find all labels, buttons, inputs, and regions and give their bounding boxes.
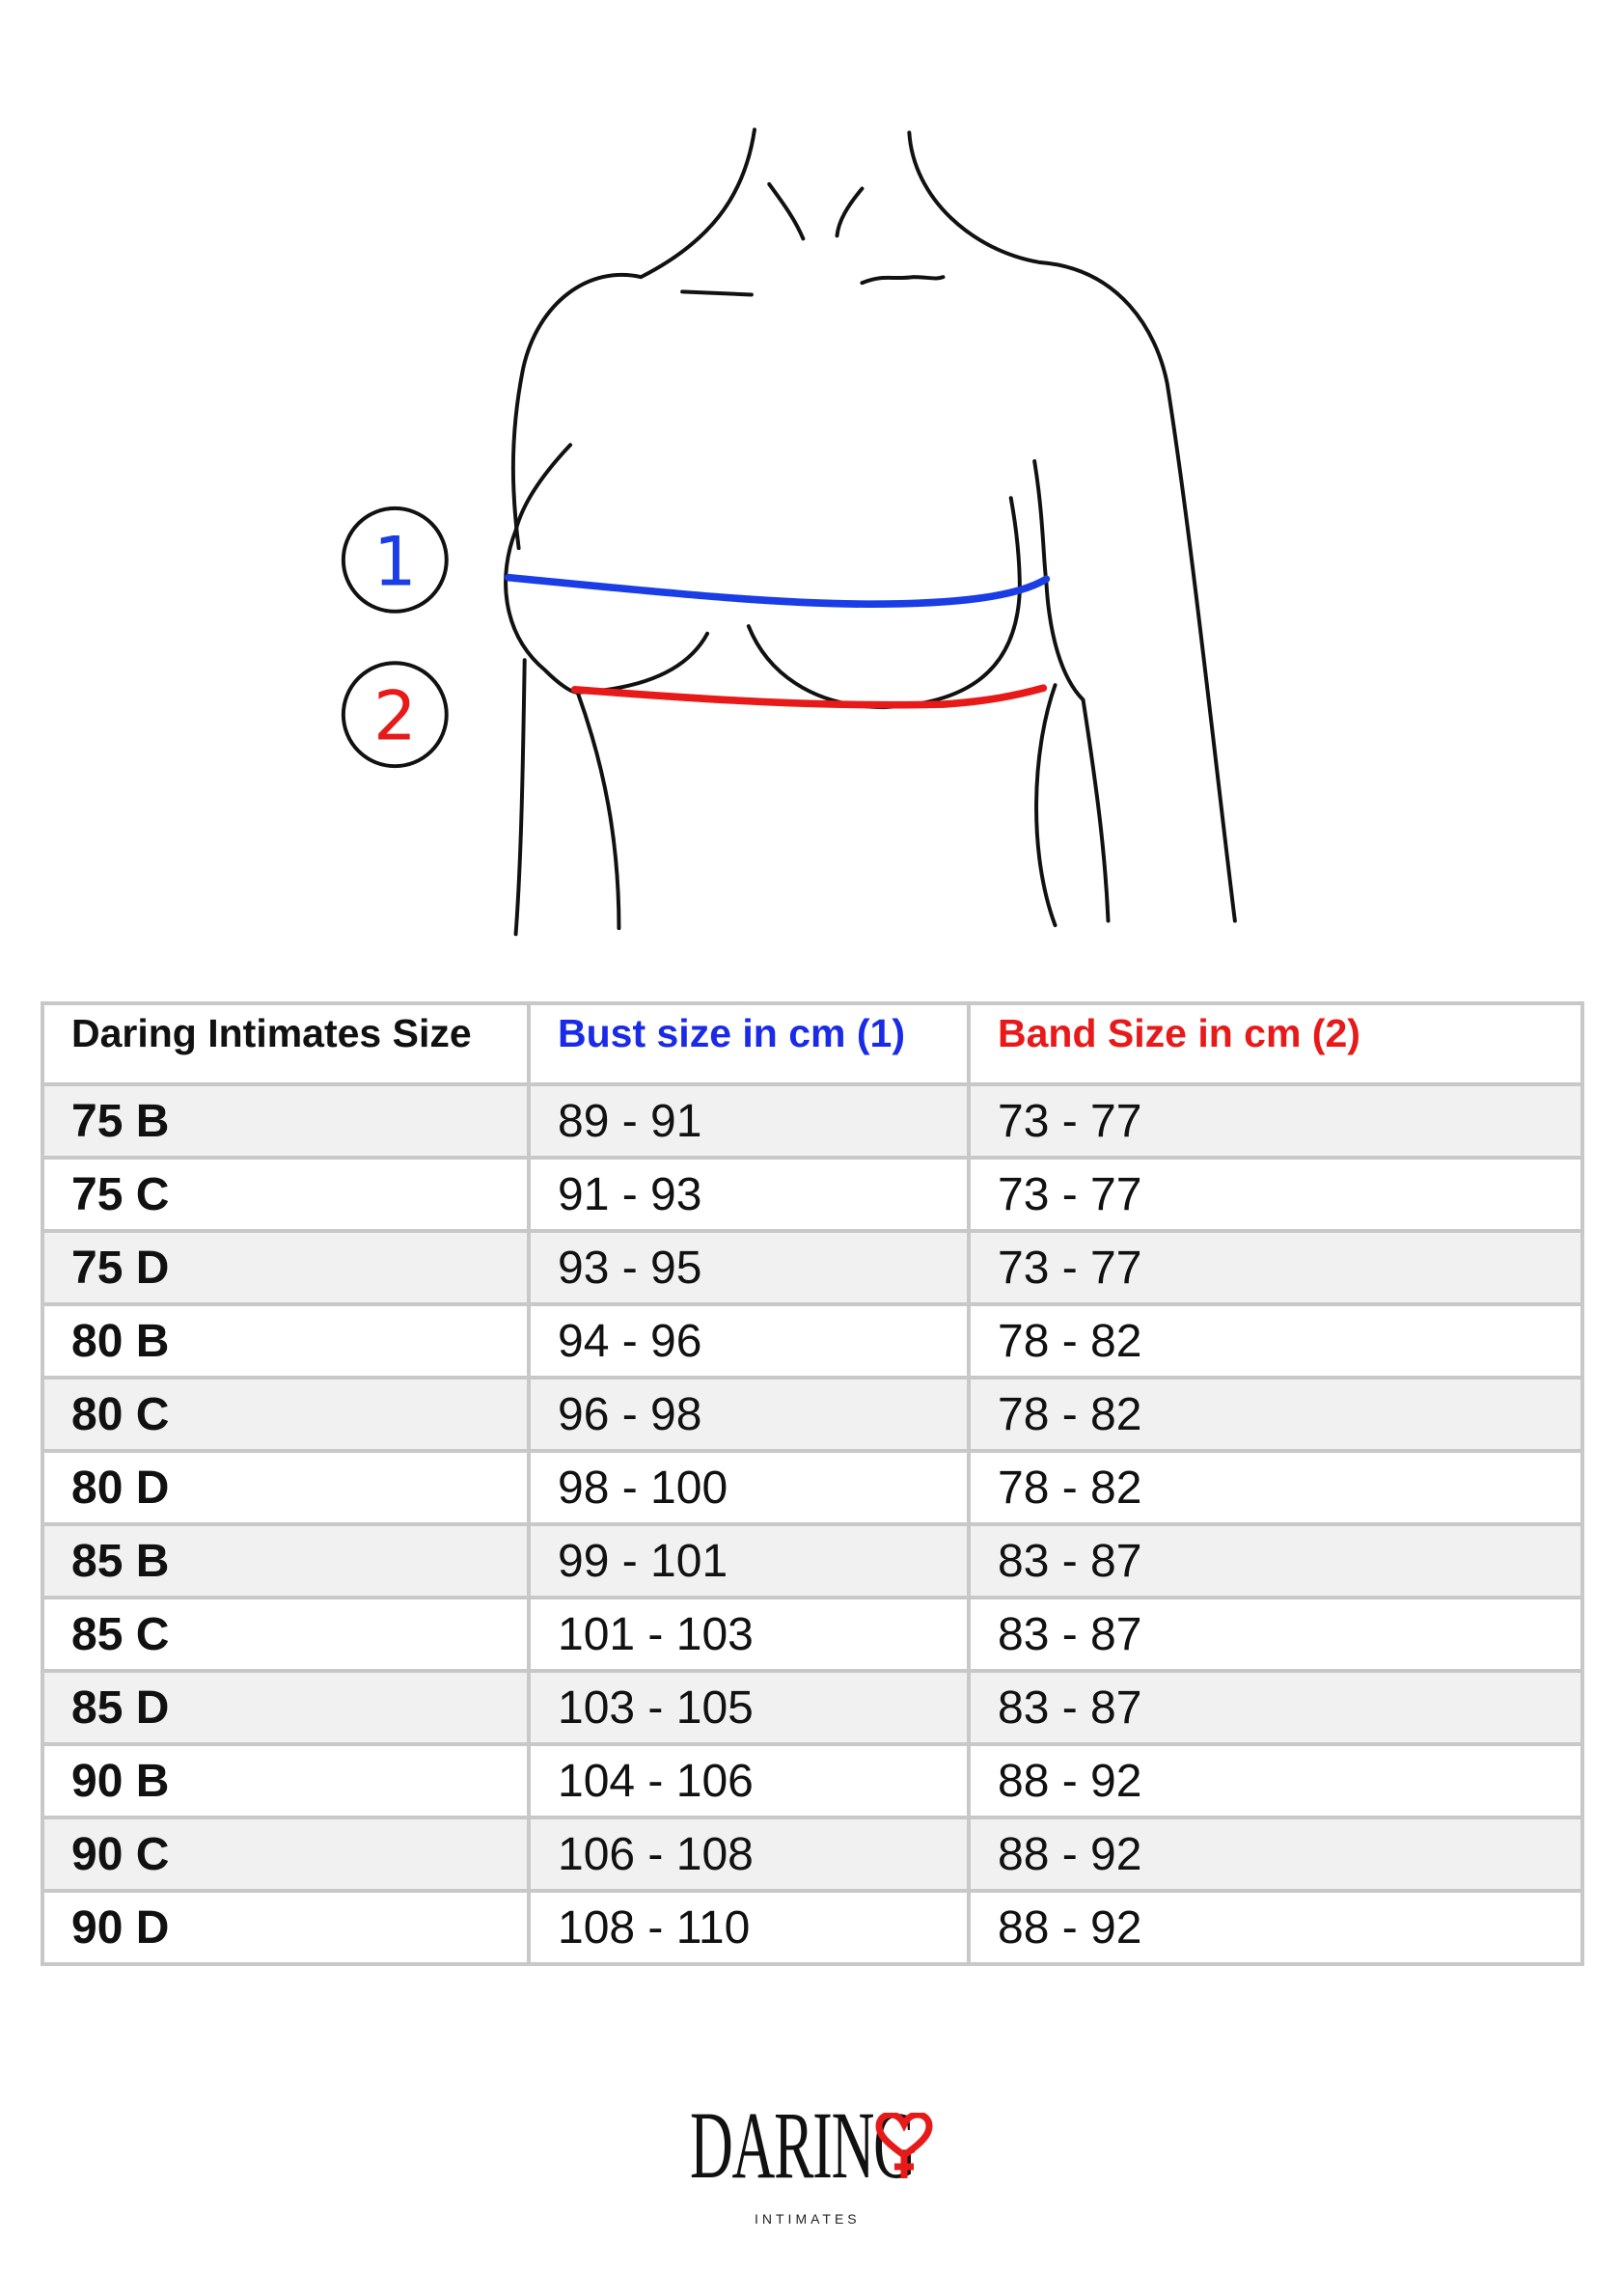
- marker-2-label: 2: [373, 677, 417, 756]
- heart-venus-icon: [875, 2113, 933, 2178]
- band-cell: 78 - 82: [967, 1449, 1584, 1526]
- bust-cell: 96 - 98: [527, 1376, 971, 1453]
- table-row: 75 B 89 - 91 73 - 77: [41, 1082, 1584, 1160]
- bust-cell: 99 - 101: [527, 1522, 971, 1599]
- size-cell: 85 C: [41, 1596, 531, 1673]
- body-outline: [504, 127, 1237, 937]
- table-header-row: Daring Intimates Size Bust size in cm (1…: [41, 1001, 1584, 1086]
- marker-2: 2: [341, 661, 449, 769]
- size-cell: 85 B: [41, 1522, 531, 1599]
- size-cell: 80 B: [41, 1302, 531, 1380]
- header-band: Band Size in cm (2): [967, 1001, 1584, 1086]
- band-measure-line: [570, 684, 1048, 709]
- size-chart-table: Daring Intimates Size Bust size in cm (1…: [41, 1001, 1584, 1966]
- bust-cell: 91 - 93: [527, 1156, 971, 1233]
- band-cell: 83 - 87: [967, 1669, 1584, 1746]
- header-size: Daring Intimates Size: [41, 1001, 531, 1086]
- table-row: 80 D 98 - 100 78 - 82: [41, 1449, 1584, 1526]
- band-cell: 73 - 77: [967, 1156, 1584, 1233]
- marker-1-label: 1: [373, 522, 417, 601]
- table-row: 80 C 96 - 98 78 - 82: [41, 1376, 1584, 1453]
- table-row: 85 D 103 - 105 83 - 87: [41, 1669, 1584, 1746]
- bust-cell: 93 - 95: [527, 1229, 971, 1306]
- size-cell: 90 B: [41, 1742, 531, 1819]
- size-cell: 90 D: [41, 1889, 531, 1966]
- bust-cell: 89 - 91: [527, 1082, 971, 1160]
- logo-wordmark: DARING: [690, 2091, 917, 2199]
- marker-1: 1: [341, 506, 449, 614]
- band-cell: 73 - 77: [967, 1082, 1584, 1160]
- band-cell: 73 - 77: [967, 1229, 1584, 1306]
- logo-subtitle: INTIMATES: [755, 2211, 861, 2227]
- bust-cell: 104 - 106: [527, 1742, 971, 1819]
- bust-cell: 94 - 96: [527, 1302, 971, 1380]
- band-cell: 78 - 82: [967, 1376, 1584, 1453]
- table-row: 75 C 91 - 93 73 - 77: [41, 1156, 1584, 1233]
- bust-measure-line: [505, 573, 1051, 609]
- band-cell: 83 - 87: [967, 1522, 1584, 1599]
- band-cell: 88 - 92: [967, 1889, 1584, 1966]
- table-row: 90 C 106 - 108 88 - 92: [41, 1816, 1584, 1893]
- size-cell: 85 D: [41, 1669, 531, 1746]
- size-cell: 75 B: [41, 1082, 531, 1160]
- bust-cell: 98 - 100: [527, 1449, 971, 1526]
- size-cell: 75 C: [41, 1156, 531, 1233]
- table-row: 85 B 99 - 101 83 - 87: [41, 1522, 1584, 1599]
- band-cell: 88 - 92: [967, 1742, 1584, 1819]
- daring-intimates-logo: DARING INTIMATES: [690, 2091, 950, 2227]
- band-cell: 88 - 92: [967, 1816, 1584, 1893]
- band-cell: 83 - 87: [967, 1596, 1584, 1673]
- size-cell: 90 C: [41, 1816, 531, 1893]
- measurement-illustration: 1 2: [341, 127, 1237, 937]
- bust-cell: 106 - 108: [527, 1816, 971, 1893]
- size-cell: 75 D: [41, 1229, 531, 1306]
- size-cell: 80 D: [41, 1449, 531, 1526]
- table-row: 75 D 93 - 95 73 - 77: [41, 1229, 1584, 1306]
- table-row: 80 B 94 - 96 78 - 82: [41, 1302, 1584, 1380]
- bust-cell: 108 - 110: [527, 1889, 971, 1966]
- table-row: 85 C 101 - 103 83 - 87: [41, 1596, 1584, 1673]
- size-cell: 80 C: [41, 1376, 531, 1453]
- band-cell: 78 - 82: [967, 1302, 1584, 1380]
- bust-cell: 101 - 103: [527, 1596, 971, 1673]
- table-row: 90 D 108 - 110 88 - 92: [41, 1889, 1584, 1966]
- header-bust: Bust size in cm (1): [527, 1001, 971, 1086]
- table-row: 90 B 104 - 106 88 - 92: [41, 1742, 1584, 1819]
- bust-cell: 103 - 105: [527, 1669, 971, 1746]
